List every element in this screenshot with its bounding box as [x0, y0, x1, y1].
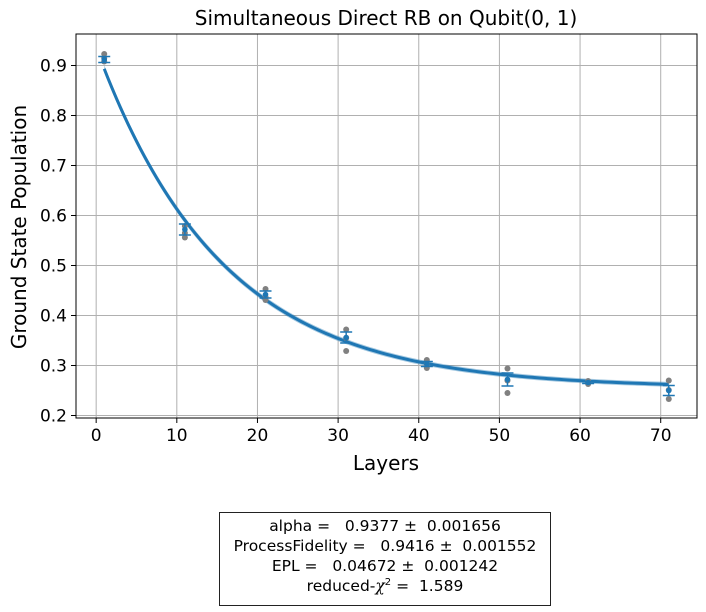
- mean-error-bars: [98, 55, 675, 397]
- x-axis-label: Layers: [353, 451, 419, 475]
- mean-point: [424, 361, 430, 367]
- x-tick-label: 30: [327, 426, 349, 446]
- mean-point: [585, 379, 591, 386]
- y-tick-label: 0.4: [40, 307, 67, 327]
- fit-curve: [102, 68, 669, 386]
- x-tick-label: 10: [166, 426, 188, 446]
- mean-point: [182, 226, 188, 233]
- chi-value: = 1.589: [391, 577, 464, 595]
- y-axis-ticks: 0.2 0.3 0.4 0.5 0.6 0.7 0.8 0.9: [40, 57, 76, 427]
- fit-line: [102, 68, 669, 386]
- y-tick-label: 0.9: [40, 57, 67, 77]
- plot-area-frame: [75, 33, 698, 419]
- fit-statistics-box: alpha = 0.9377 ± 0.001656 ProcessFidelit…: [219, 512, 551, 606]
- raw-data-points: [101, 51, 672, 402]
- y-tick-label: 0.6: [40, 207, 67, 227]
- x-tick-label: 70: [650, 426, 672, 446]
- raw-data-point: [665, 396, 672, 402]
- raw-data-point: [504, 365, 511, 372]
- mean-point: [665, 387, 672, 394]
- x-tick-label: 0: [91, 426, 102, 446]
- mean-point: [343, 334, 349, 341]
- x-tick-label: 50: [489, 426, 511, 446]
- rb-decay-chart: 0 10 20 30 40 50 60 70 0.2 0.3 0.4 0.5 0.6 0.7 0.8 0.9…: [7, 6, 698, 475]
- chi-exponent: 2: [384, 576, 392, 588]
- chi-label: reduced-: [306, 577, 376, 595]
- raw-data-point: [665, 377, 672, 384]
- reduced-chi-squared-stat: reduced-χ2 = 1.589: [220, 576, 550, 596]
- y-tick-label: 0.3: [40, 357, 67, 377]
- y-tick-label: 0.8: [40, 107, 67, 127]
- raw-data-point: [343, 326, 350, 333]
- mean-point: [504, 376, 511, 383]
- x-axis-ticks: 0 10 20 30 40 50 60 70: [91, 418, 672, 446]
- x-tick-label: 60: [569, 426, 591, 446]
- grid-lines: [76, 34, 697, 418]
- y-tick-label: 0.7: [40, 157, 67, 177]
- raw-data-point: [504, 390, 511, 396]
- y-axis-label: Ground State Population: [7, 105, 31, 349]
- y-tick-label: 0.5: [40, 257, 67, 277]
- mean-point: [101, 56, 108, 63]
- x-tick-label: 40: [408, 426, 430, 446]
- alpha-stat: alpha = 0.9377 ± 0.001656: [269, 517, 501, 535]
- epl-stat: EPL = 0.04672 ± 0.001242: [271, 557, 499, 575]
- process-fidelity-stat: ProcessFidelity = 0.9416 ± 0.001552: [233, 537, 537, 555]
- mean-point: [262, 291, 269, 298]
- chi-symbol: χ: [375, 577, 385, 595]
- x-tick-label: 20: [247, 426, 269, 446]
- chart-title: Simultaneous Direct RB on Qubit(0, 1): [195, 6, 578, 30]
- y-tick-label: 0.2: [40, 407, 67, 427]
- raw-data-point: [343, 348, 350, 354]
- raw-data-point: [181, 234, 188, 241]
